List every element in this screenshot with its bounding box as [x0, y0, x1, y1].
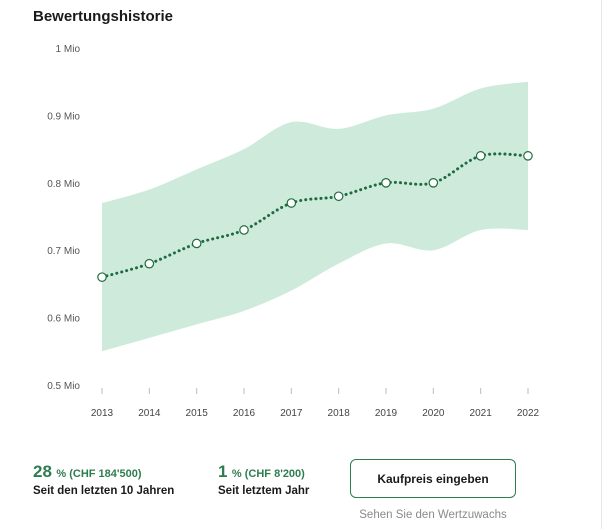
- y-tick-label: 0.6 Mio: [47, 314, 80, 325]
- stat-ten-years: 28 % (CHF 184'500) Seit den letzten 10 J…: [33, 462, 174, 497]
- data-point: [144, 258, 155, 269]
- value-gain-hint: Sehen Sie den Wertzuwachs: [359, 509, 507, 521]
- stat-last-year-percent: 1: [218, 462, 228, 481]
- data-point: [333, 191, 344, 202]
- valuation-chart: 0.5 Mio 0.6 Mio 0.7 Mio 0.8 Mio 0.9 Mio 1 Mio…: [47, 44, 540, 419]
- stat-ten-years-percent: 28: [33, 462, 52, 481]
- x-tick-label: 2018: [328, 408, 351, 419]
- x-tick-label: 2014: [138, 408, 161, 419]
- data-point: [428, 178, 439, 188]
- x-tick-label: 2022: [517, 408, 540, 419]
- data-point: [523, 151, 533, 161]
- x-tick-label: 2019: [375, 408, 398, 419]
- data-point: [286, 198, 297, 208]
- x-tick-label: 2015: [186, 408, 209, 419]
- stat-ten-years-detail: % (CHF 184'500): [56, 468, 142, 480]
- data-point: [97, 272, 107, 282]
- y-tick-label: 0.9 Mio: [47, 111, 80, 122]
- x-tick-label: 2020: [422, 408, 445, 419]
- enter-purchase-price-button[interactable]: Kaufpreis eingeben: [350, 459, 516, 498]
- valuation-line: [100, 152, 530, 279]
- data-point: [381, 178, 391, 188]
- stat-last-year-detail: % (CHF 8'200): [231, 468, 305, 480]
- stat-last-year-label: Seit letztem Jahr: [218, 485, 310, 497]
- x-tick-label: 2017: [280, 408, 303, 419]
- stat-last-year: 1 % (CHF 8'200) Seit letztem Jahr: [218, 462, 309, 497]
- y-tick-label: 0.5 Mio: [47, 381, 80, 392]
- data-point: [191, 238, 202, 249]
- y-tick-label: 0.8 Mio: [47, 179, 80, 190]
- panel-edge: [601, 0, 602, 529]
- x-tick-label: 2013: [91, 408, 114, 419]
- y-tick-label: 1 Mio: [56, 44, 81, 55]
- confidence-band: [102, 81, 528, 352]
- x-tick-label: 2016: [233, 408, 256, 419]
- data-point: [475, 151, 486, 161]
- x-tick-label: 2021: [470, 408, 493, 419]
- section-title: Bewertungshistorie: [33, 8, 174, 25]
- data-point: [239, 225, 249, 235]
- stat-ten-years-label: Seit den letzten 10 Jahren: [33, 485, 175, 497]
- y-tick-label: 0.7 Mio: [47, 246, 80, 257]
